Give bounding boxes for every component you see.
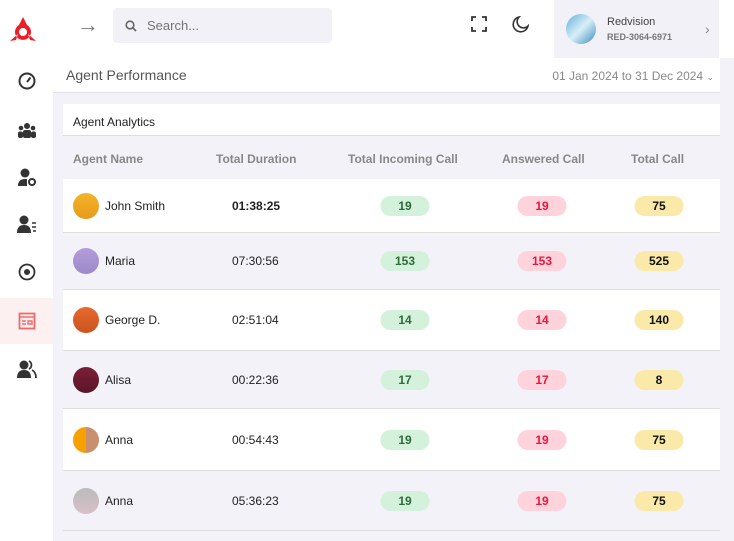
- total-duration: 05:36:23: [232, 493, 279, 508]
- total-duration: 07:30:56: [232, 254, 279, 268]
- answered-call-badge: 19: [517, 490, 567, 511]
- user-profile[interactable]: Redvision RED-3064-6971 ›: [554, 0, 719, 58]
- table-row: Anna 00:54:43 19 19 75: [63, 409, 720, 471]
- answered-call-badge: 19: [517, 429, 567, 450]
- agent-name-cell: Maria: [73, 248, 135, 274]
- total-call-badge: 75: [634, 490, 684, 511]
- date-range-picker[interactable]: 01 Jan 2024 to 31 Dec 2024 ⌄: [552, 69, 714, 83]
- user-name: Redvision: [607, 16, 656, 28]
- sidebar-item-user-settings[interactable]: [0, 154, 53, 200]
- sidebar-item-team[interactable]: [0, 107, 53, 153]
- answered-call-badge: 14: [517, 310, 567, 330]
- sidebar-item-dashboard[interactable]: [0, 58, 53, 104]
- agent-analytics-card: Agent Analytics Agent Name Total Duratio…: [63, 104, 720, 541]
- agent-name-cell: George D.: [73, 307, 160, 333]
- agent-name-cell: John Smith: [73, 192, 166, 219]
- card-title: Agent Analytics: [63, 104, 720, 136]
- dark-mode-moon-icon[interactable]: [512, 16, 529, 33]
- table-row: George D. 02:51:04 14 14 140: [63, 290, 720, 351]
- column-header-total-call: Total Call: [631, 152, 685, 166]
- page-header: Agent Performance 01 Jan 2024 to 31 Dec …: [53, 58, 720, 93]
- logo: [10, 17, 36, 41]
- column-header-agent-name: Agent Name: [73, 152, 144, 166]
- team-icon: [17, 123, 36, 138]
- column-header-total-incoming-call: Total Incoming Call: [348, 152, 458, 166]
- total-duration: 00:22:36: [232, 372, 279, 387]
- user-avatar: [566, 14, 596, 44]
- answered-call-badge: 17: [517, 369, 567, 390]
- table-row: Anna 05:36:23 19 19 75: [63, 471, 720, 531]
- agent-avatar: [73, 487, 99, 514]
- dashboard-icon: [18, 72, 35, 90]
- total-call-badge: 75: [634, 429, 684, 450]
- answered-call-badge: 153: [517, 251, 567, 271]
- table-row: Alisa 00:22:36 17 17 8: [63, 351, 720, 409]
- record-icon: [18, 263, 35, 281]
- sidebar-item-record[interactable]: [0, 249, 53, 295]
- agent-name: John Smith: [105, 198, 166, 213]
- agent-avatar: [73, 426, 99, 453]
- table-row: John Smith 01:38:25 19 19 75: [63, 179, 720, 233]
- incoming-call-badge: 14: [380, 310, 430, 330]
- user-id: RED-3064-6971: [607, 32, 673, 42]
- agent-avatar: [73, 192, 99, 219]
- top-bar: → Redvision RED-3064-6971 ›: [53, 0, 734, 58]
- expand-sidebar-arrow-icon[interactable]: →: [77, 12, 99, 37]
- user-list-icon: [16, 215, 36, 233]
- sidebar-item-report[interactable]: [0, 298, 53, 344]
- chevron-down-icon: ⌄: [706, 72, 714, 82]
- total-call-badge: 525: [634, 251, 684, 271]
- sidebar-item-user-list[interactable]: [0, 201, 53, 247]
- incoming-call-badge: 17: [380, 369, 430, 390]
- agent-name: Maria: [105, 254, 136, 268]
- search-box[interactable]: [113, 8, 332, 43]
- answered-call-badge: 19: [517, 195, 567, 216]
- agent-name: Anna: [105, 432, 134, 447]
- column-header-total-duration: Total Duration: [216, 152, 297, 166]
- incoming-call-badge: 153: [380, 251, 430, 271]
- agent-avatar: [73, 366, 99, 393]
- fullscreen-icon[interactable]: [471, 16, 487, 32]
- table-row: Maria 07:30:56 153 153 525: [63, 233, 720, 290]
- agent-name: George D.: [105, 313, 161, 327]
- agent-avatar: [73, 248, 99, 274]
- agent-name-cell: Alisa: [73, 366, 132, 393]
- user-settings-icon: [17, 168, 36, 186]
- sidebar-item-users[interactable]: [0, 346, 53, 392]
- users-icon: [16, 360, 37, 378]
- agent-avatar: [73, 307, 99, 333]
- total-call-badge: 140: [634, 310, 684, 330]
- incoming-call-badge: 19: [380, 195, 430, 216]
- chevron-right-icon: ›: [705, 21, 710, 37]
- page-title: Agent Performance: [66, 67, 187, 83]
- search-input[interactable]: [147, 18, 317, 33]
- incoming-call-badge: 19: [380, 490, 430, 511]
- report-icon: [18, 312, 35, 330]
- agent-name: Anna: [105, 493, 134, 508]
- date-range-value: 01 Jan 2024 to 31 Dec 2024: [552, 69, 704, 83]
- agent-name-cell: Anna: [73, 487, 134, 514]
- incoming-call-badge: 19: [380, 429, 430, 450]
- search-icon: [125, 19, 137, 32]
- sidebar: [0, 0, 53, 541]
- total-duration: 01:38:25: [232, 198, 281, 213]
- agent-name: Alisa: [105, 372, 132, 387]
- total-call-badge: 75: [634, 195, 684, 216]
- column-header-answered-call: Answered Call: [502, 152, 585, 166]
- agent-name-cell: Anna: [73, 426, 134, 453]
- total-duration: 02:51:04: [232, 313, 279, 327]
- total-call-badge: 8: [634, 369, 684, 390]
- total-duration: 00:54:43: [232, 432, 279, 447]
